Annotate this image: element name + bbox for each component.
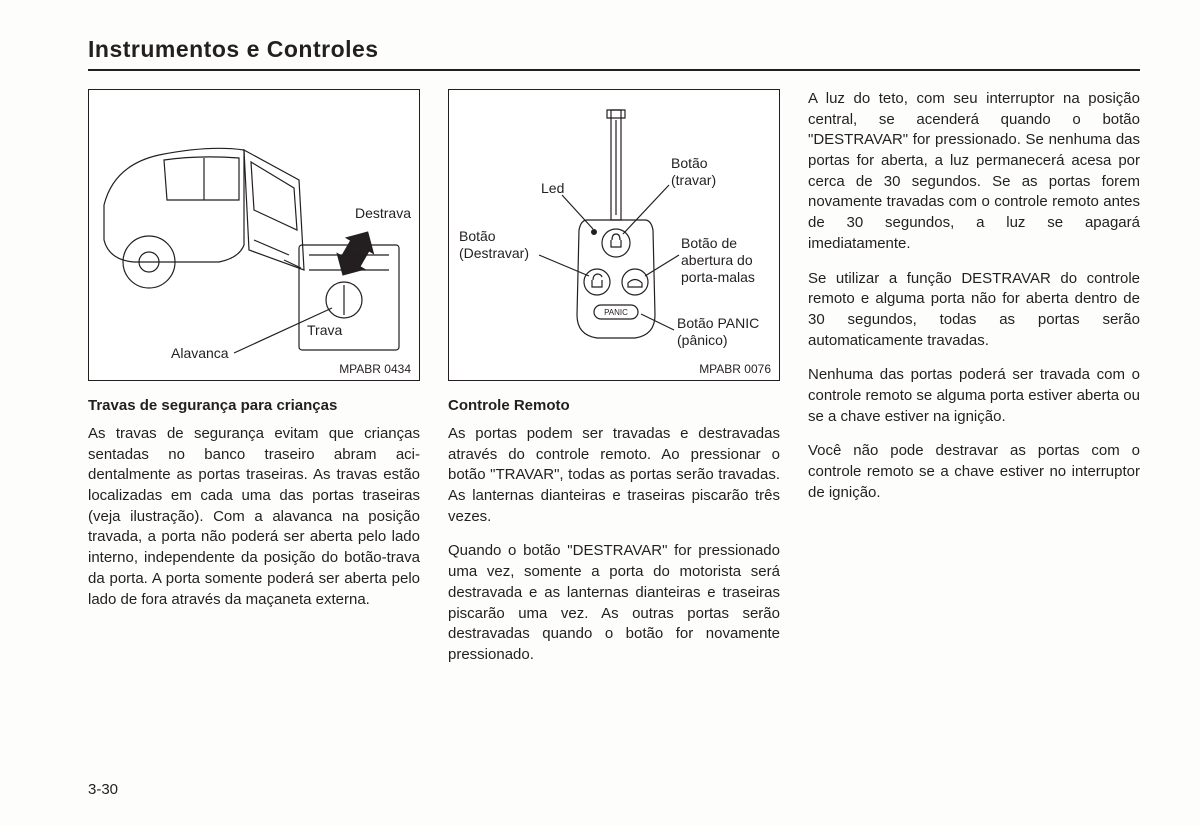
column-2: PANIC Led Botão (travar) Botão (Destrava…	[448, 89, 780, 680]
text-child-locks: As travas de segurança evitam que crianç…	[88, 424, 420, 610]
figure-remote-key: PANIC Led Botão (travar) Botão (Destrava…	[448, 89, 780, 381]
label-botao-travar: Botão (travar)	[671, 155, 716, 189]
column-3: A luz do teto, com seu interruptor na po…	[808, 89, 1140, 680]
car-door-illustration	[89, 90, 419, 380]
page-number: 3-30	[88, 781, 118, 798]
figure1-code: MPABR 0434	[339, 362, 411, 376]
content-columns: Destrava Trava Alavanca MPABR 0434 Trava…	[88, 89, 1140, 680]
label-alavanca: Alavanca	[171, 345, 229, 362]
label-botao-destravar: Botão (Destravar)	[459, 228, 529, 262]
text-col3-p1: A luz do teto, com seu interruptor na po…	[808, 89, 1140, 255]
text-col3-p4: Você não pode destravar as portas com o …	[808, 441, 1140, 503]
label-destrava: Destrava	[355, 205, 411, 222]
figure2-code: MPABR 0076	[699, 362, 771, 376]
heading-child-locks: Travas de segurança para crianças	[88, 397, 420, 414]
text-remote-p1: As portas podem ser travadas e destravad…	[448, 424, 780, 527]
label-botao-portamalas: Botão de abertura do porta-malas	[681, 235, 755, 285]
figure-child-lock: Destrava Trava Alavanca MPABR 0434	[88, 89, 420, 381]
column-1: Destrava Trava Alavanca MPABR 0434 Trava…	[88, 89, 420, 680]
heading-remote: Controle Remoto	[448, 397, 780, 414]
page-title: Instrumentos e Controles	[88, 36, 1140, 71]
text-col3-p3: Nenhuma das portas poderá ser travada co…	[808, 365, 1140, 427]
label-trava: Trava	[307, 322, 342, 339]
svg-text:PANIC: PANIC	[604, 308, 628, 317]
text-col3-p2: Se utilizar a função DESTRAVAR do contro…	[808, 269, 1140, 352]
label-botao-panic: Botão PANIC (pânico)	[677, 315, 759, 349]
text-remote-p2: Quando o botão "DESTRAVAR" for pres­sion…	[448, 541, 780, 665]
label-led: Led	[541, 180, 564, 197]
